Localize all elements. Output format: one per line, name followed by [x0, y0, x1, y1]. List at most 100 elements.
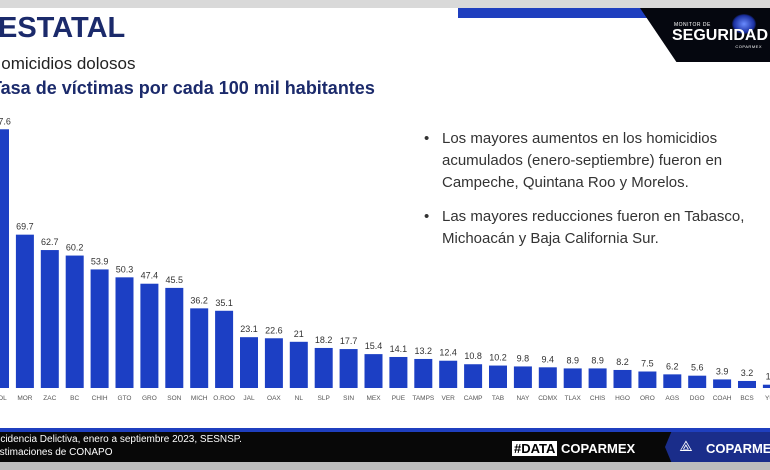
logo-sub: COPARMEX [735, 44, 762, 49]
data-label: 7.5 [641, 359, 654, 369]
hashtag: #DATA [512, 441, 558, 456]
data-label: 50.3 [116, 264, 134, 274]
category-label: HGO [615, 395, 630, 400]
category-label: CHIH [92, 395, 108, 400]
bar-chih [90, 269, 109, 388]
bar-mor [15, 234, 34, 388]
category-label: COAH [713, 395, 732, 400]
data-label: 10.2 [489, 353, 507, 363]
category-label: MICH [191, 395, 208, 400]
category-label: NAY [516, 395, 530, 400]
data-label: 5.6 [691, 363, 704, 373]
bar-hgo [613, 369, 632, 388]
category-label: BCS [740, 395, 754, 400]
bar-qro [638, 371, 657, 388]
category-label: NL [295, 395, 304, 400]
category-label: CHIS [590, 395, 606, 400]
bar-nay [513, 366, 532, 388]
category-label: QRO [640, 395, 655, 400]
data-label: 36.2 [190, 295, 208, 305]
bar-cdmx [538, 367, 557, 388]
category-label: MOR [17, 395, 32, 400]
category-label: SIN [343, 395, 354, 400]
bar-col [0, 129, 9, 388]
category-label: YUC [765, 395, 770, 400]
data-label: 8.9 [566, 355, 579, 365]
siren-icon [732, 14, 756, 34]
bar-son [165, 287, 184, 388]
brand-block [665, 432, 770, 462]
category-label: VER [442, 395, 456, 400]
data-label: 13.2 [415, 346, 433, 356]
category-label: GTO [118, 395, 132, 400]
top-strip [0, 0, 770, 8]
footer: Incidencia Delictiva, enero a septiembre… [0, 432, 770, 462]
bar-yuc [762, 384, 770, 388]
bar-gro [140, 283, 159, 388]
data-label: 35.1 [215, 298, 233, 308]
category-label: TLAX [565, 395, 582, 400]
data-label: 60.2 [66, 243, 84, 253]
category-label: JAL [243, 395, 255, 400]
source-line-1: Incidencia Delictiva, enero a septiembre… [0, 434, 242, 445]
bar-bcs [738, 380, 756, 388]
bar-tab [489, 365, 507, 388]
category-label: CDMX [538, 395, 558, 400]
data-label: 12.4 [439, 348, 457, 358]
bar-jal [240, 337, 258, 388]
bar-coah [713, 379, 732, 388]
data-label: 9.4 [542, 354, 555, 364]
bar-chart: 117.6 COL 69.7 MOR 62.7 ZAC 60.2 BC 53.9 CHIH 50.3… [0, 116, 770, 400]
bar-tlax [563, 368, 582, 388]
bar-ver [439, 360, 458, 388]
bar-tamps [414, 358, 433, 388]
logo-small: MONITOR DE [674, 22, 711, 28]
data-label: 8.9 [591, 355, 604, 365]
category-label: CAMP [464, 395, 483, 400]
data-label: 9.8 [517, 353, 530, 363]
category-label: BC [70, 395, 79, 400]
bar-qroo [215, 310, 234, 388]
data-label: 47.4 [141, 271, 159, 281]
category-label: PUE [392, 395, 406, 400]
logo-big: SEGURIDAD [672, 27, 769, 44]
bar-pue [389, 356, 408, 388]
category-label: SON [167, 395, 181, 400]
data-label: 21 [294, 329, 304, 339]
bottom-strip [0, 462, 770, 470]
coparmex-logo-icon: ⟁ [679, 438, 693, 455]
data-label: 14.1 [390, 344, 408, 354]
bar-slp [314, 347, 333, 388]
bar-ags [663, 374, 682, 388]
chart-title: Tasa de víctimas por cada 100 mil habita… [0, 78, 375, 98]
bar-sin [339, 349, 358, 388]
data-label: 15.4 [365, 341, 383, 351]
bar-nl [289, 341, 308, 388]
category-label: ZAC [43, 395, 56, 400]
bar-camp [464, 364, 483, 388]
data-label: 17.7 [340, 336, 358, 346]
page-subtitle: Homicidios dolosos [0, 54, 136, 73]
bar-dgo [688, 375, 707, 388]
category-label: COL [0, 395, 7, 400]
bar-bc [65, 255, 84, 388]
category-label: DGO [690, 395, 705, 400]
data-label: 3.9 [716, 366, 729, 376]
data-label: 22.6 [265, 325, 283, 335]
data-label: 3.2 [741, 368, 754, 378]
data-label: 69.7 [16, 222, 34, 232]
category-label: OAX [267, 395, 281, 400]
data-label: 117.6 [0, 116, 11, 126]
brand-name: COPARMEX [706, 441, 770, 456]
source-line-2: Estimaciones de CONAPO [0, 447, 113, 458]
header-banner [458, 8, 770, 18]
data-label: 1.5 [766, 372, 770, 382]
category-label: Q.ROO [213, 395, 235, 400]
bullet-item: Las mayores reducciones fueron en Tabasc… [424, 206, 764, 250]
category-label: AGS [665, 395, 679, 400]
bar-oax [264, 338, 283, 388]
page-title: ESTATAL [0, 12, 126, 44]
data-label: 23.1 [240, 324, 258, 334]
data-label: 62.7 [41, 237, 59, 247]
bar-mich [190, 308, 209, 388]
